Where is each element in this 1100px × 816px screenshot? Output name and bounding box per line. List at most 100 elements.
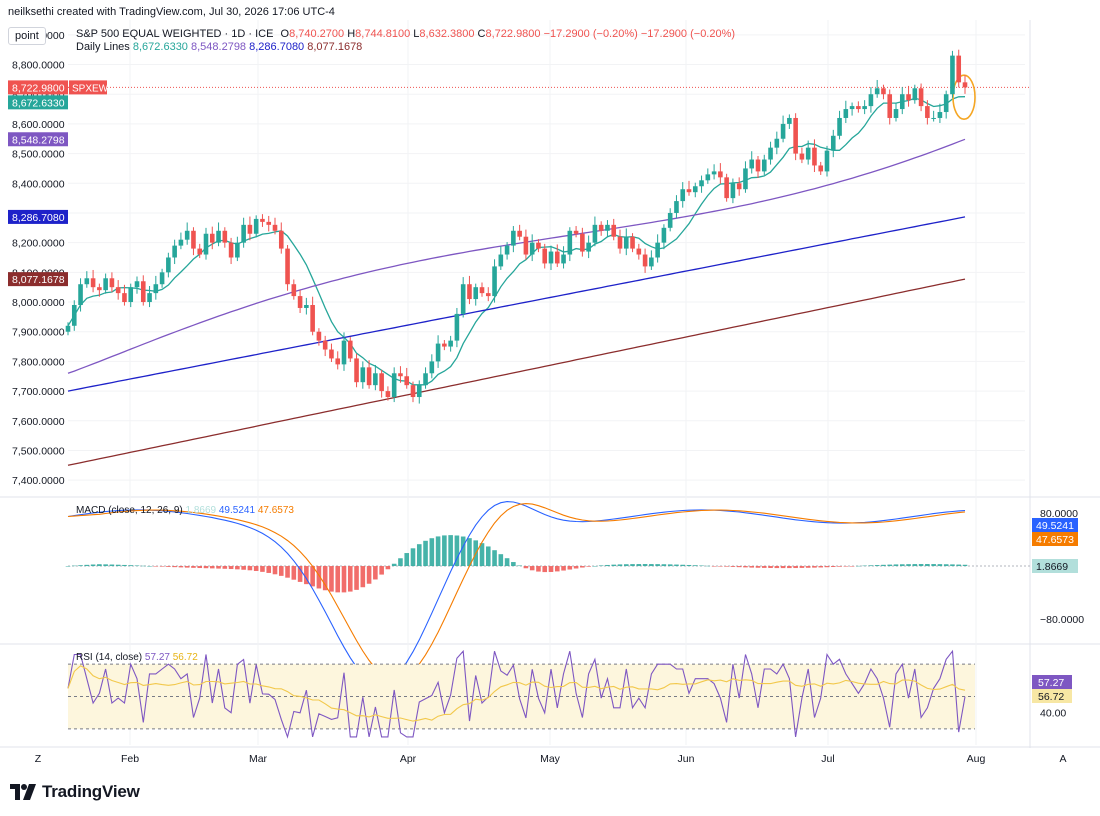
price-label: 8,077.1678 xyxy=(12,274,65,286)
candle-body xyxy=(448,340,453,347)
macd-histogram-bar xyxy=(134,565,140,567)
macd-histogram-bar xyxy=(567,566,573,570)
macd-histogram-bar xyxy=(893,564,899,567)
ohlc-legend: S&P 500 EQUAL WEIGHTED · 1D · ICE O8,740… xyxy=(76,28,735,40)
moving-average-lines xyxy=(67,74,1030,466)
macd-histogram-bar xyxy=(410,548,416,567)
candle-body xyxy=(373,373,378,386)
candle-body xyxy=(899,94,905,110)
macd-histogram-bar xyxy=(630,564,635,567)
candle-body xyxy=(749,159,755,169)
rsi-value-label: 56.72 xyxy=(1038,691,1064,703)
candle-body xyxy=(78,284,83,305)
macd-histogram-bar xyxy=(517,565,522,567)
macd-histogram-bar xyxy=(667,564,673,567)
candle-body xyxy=(868,94,874,107)
candle-body xyxy=(479,287,485,294)
time-axis[interactable]: Z Feb Mar Apr May Jun Jul Aug A xyxy=(35,753,1067,765)
candle-body xyxy=(887,94,893,118)
macd-histogram-bar xyxy=(391,563,397,567)
macd-histogram-bar xyxy=(655,564,660,567)
symbol-tag: SPXEW xyxy=(72,83,109,94)
macd-histogram-bar xyxy=(191,566,196,568)
candle-body xyxy=(140,281,146,303)
macd-histogram-bar xyxy=(366,566,372,584)
candle-body xyxy=(548,251,554,264)
candle-body xyxy=(680,189,686,202)
macd-line xyxy=(67,501,966,685)
macd-histogram-bar xyxy=(347,566,353,592)
candle-body xyxy=(617,236,623,249)
candle-body xyxy=(711,171,717,175)
macd-histogram-bar xyxy=(931,564,936,567)
macd-histogram-bar xyxy=(285,566,290,578)
time-tick-label: Aug xyxy=(967,753,986,765)
candle-body xyxy=(253,218,259,234)
time-tick-label: Feb xyxy=(121,753,139,765)
macd-histogram-bar xyxy=(354,566,359,590)
candle-body xyxy=(203,233,209,255)
macd-histogram-bar xyxy=(235,566,240,570)
candle-body xyxy=(699,180,704,187)
candle-body xyxy=(824,150,830,172)
macd-histogram-bar xyxy=(536,566,541,572)
macd-histogram-bar xyxy=(554,566,560,572)
candle-body xyxy=(611,224,617,237)
candle-body xyxy=(780,123,786,139)
candle-body xyxy=(743,168,748,190)
macd-histogram-bar xyxy=(856,565,861,567)
candlestick-series xyxy=(65,49,968,404)
macd-histogram-bar xyxy=(623,564,629,567)
candle-body xyxy=(178,239,184,246)
candle-body xyxy=(260,218,265,222)
ma-50-line xyxy=(67,138,966,374)
macd-histogram-bar xyxy=(304,566,309,585)
macd-histogram-bar xyxy=(178,566,184,568)
macd-histogram-bar xyxy=(166,566,171,567)
candle-body xyxy=(962,82,968,88)
ohlc-c-label: C xyxy=(477,28,486,40)
rsi-ma-line xyxy=(67,665,966,722)
macd-histogram-bar xyxy=(780,566,786,569)
rsi-value-box xyxy=(1032,689,1072,703)
candle-body xyxy=(235,242,240,258)
candle-body xyxy=(228,242,234,258)
macd-histogram-bar xyxy=(485,546,491,567)
candle-body xyxy=(473,287,479,300)
macd-histogram-bar xyxy=(404,553,410,567)
candle-body xyxy=(272,224,278,231)
macd-histogram-bar xyxy=(736,566,742,568)
candle-body xyxy=(893,109,899,118)
tradingview-wordmark: TradingView xyxy=(42,782,140,801)
macd-histogram-bar xyxy=(906,564,911,567)
candle-body xyxy=(692,186,698,193)
macd-line-legend: 49.5241 xyxy=(218,505,256,516)
daily-lines-label: Daily Lines xyxy=(76,41,130,53)
time-tick-label: Mar xyxy=(249,753,268,765)
candle-body xyxy=(912,88,918,101)
candle-body xyxy=(454,313,460,341)
candle-body xyxy=(329,349,334,359)
macd-histogram-bar xyxy=(97,564,102,567)
daily-line-value-2: 8,548.2798 xyxy=(191,41,247,53)
macd-histogram-bar xyxy=(115,564,121,567)
candle-body xyxy=(241,224,246,243)
tradingview-logo-icon xyxy=(10,784,36,800)
candle-body xyxy=(65,325,71,332)
candle-body xyxy=(523,236,529,255)
macd-histogram-bar xyxy=(241,566,246,570)
price-label-box xyxy=(8,80,68,95)
rsi-value-label: 57.27 xyxy=(1038,677,1064,689)
candle-body xyxy=(247,224,253,234)
candle-body xyxy=(460,284,466,314)
candle-body xyxy=(862,106,867,110)
candle-body xyxy=(109,278,115,288)
candle-body xyxy=(172,245,177,258)
macd-histogram-bar xyxy=(943,564,949,567)
macd-histogram-bar xyxy=(511,562,516,567)
candle-body xyxy=(278,230,284,249)
price-axis[interactable]: 7,400.0000 7,500.0000 7,600.0000 7,700.0000… xyxy=(8,30,109,487)
point-toolbar-button[interactable]: point xyxy=(8,27,46,45)
